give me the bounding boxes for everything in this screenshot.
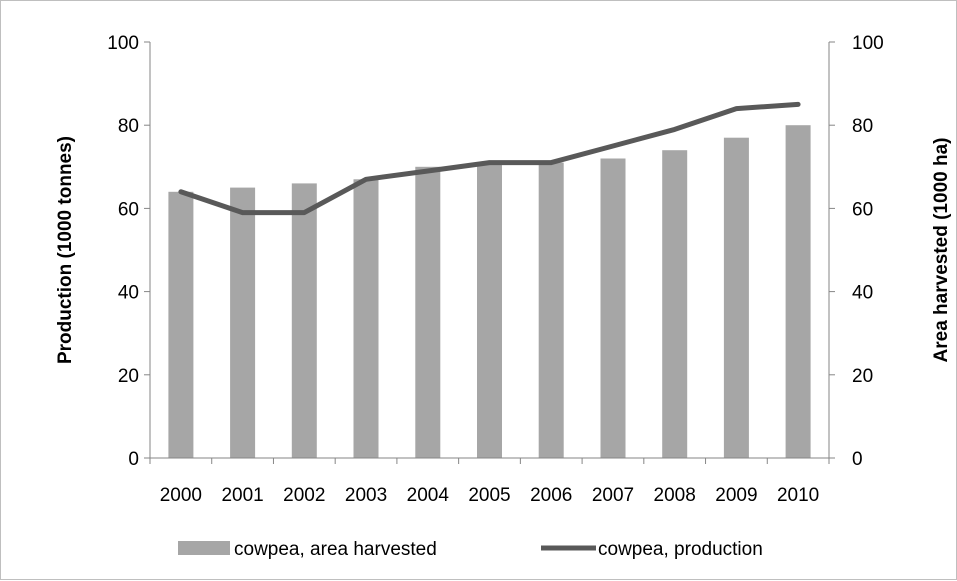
right-y-tick-label: 60 <box>852 199 873 220</box>
x-tick-label-2004: 2004 <box>407 485 450 506</box>
x-tick-label-2009: 2009 <box>715 485 757 506</box>
right-axis-title: Area harvested (1000 ha) <box>931 138 952 363</box>
right-y-tick-label: 20 <box>852 366 873 387</box>
x-tick-label-2005: 2005 <box>468 485 510 506</box>
x-tick-label-2010: 2010 <box>777 485 819 506</box>
bar-area-harvested-2002 <box>291 183 317 458</box>
ticks-group: 0 0 20 20 40 40 60 60 80 80 100 100 2000 2001 2002 2003… <box>107 33 883 506</box>
bar-area-harvested-2008 <box>662 150 688 458</box>
x-tick-label-2000: 2000 <box>160 485 202 506</box>
right-y-tick-label: 80 <box>852 116 873 137</box>
right-y-tick-label: 0 <box>852 449 863 470</box>
right-y-tick-label: 100 <box>852 33 884 54</box>
left-y-tick-label: 0 <box>128 449 139 470</box>
left-y-tick-label: 100 <box>107 33 139 54</box>
x-tick-label-2008: 2008 <box>654 485 696 506</box>
legend-production-label: cowpea, production <box>598 539 763 560</box>
x-tick-label-2002: 2002 <box>283 485 325 506</box>
bar-area-harvested-2009 <box>723 137 749 458</box>
bar-area-harvested-2000 <box>168 191 194 459</box>
left-y-tick-label: 40 <box>118 283 139 304</box>
bar-area-harvested-2006 <box>538 162 564 458</box>
left-y-tick-label: 20 <box>118 366 139 387</box>
bars-group <box>168 125 811 459</box>
bar-area-harvested-2001 <box>230 187 256 458</box>
left-y-tick-label: 80 <box>118 116 139 137</box>
x-tick-label-2006: 2006 <box>530 485 572 506</box>
legend-area-harvested-swatch <box>178 541 230 555</box>
legend-area-harvested-label: cowpea, area harvested <box>234 539 437 560</box>
x-tick-label-2003: 2003 <box>345 485 387 506</box>
legend: cowpea, area harvested cowpea, productio… <box>178 539 763 560</box>
bar-area-harvested-2003 <box>353 179 379 459</box>
production-line <box>178 101 801 216</box>
x-tick-label-2001: 2001 <box>221 485 263 506</box>
bar-area-harvested-2010 <box>785 125 811 458</box>
bar-area-harvested-2004 <box>415 166 441 459</box>
left-y-tick-label: 60 <box>118 199 139 220</box>
left-axis-title: Production (1000 tonnes) <box>55 136 76 364</box>
bar-area-harvested-2007 <box>600 158 626 458</box>
x-tick-label-2007: 2007 <box>592 485 634 506</box>
right-y-tick-label: 40 <box>852 283 873 304</box>
bar-area-harvested-2005 <box>477 162 502 458</box>
